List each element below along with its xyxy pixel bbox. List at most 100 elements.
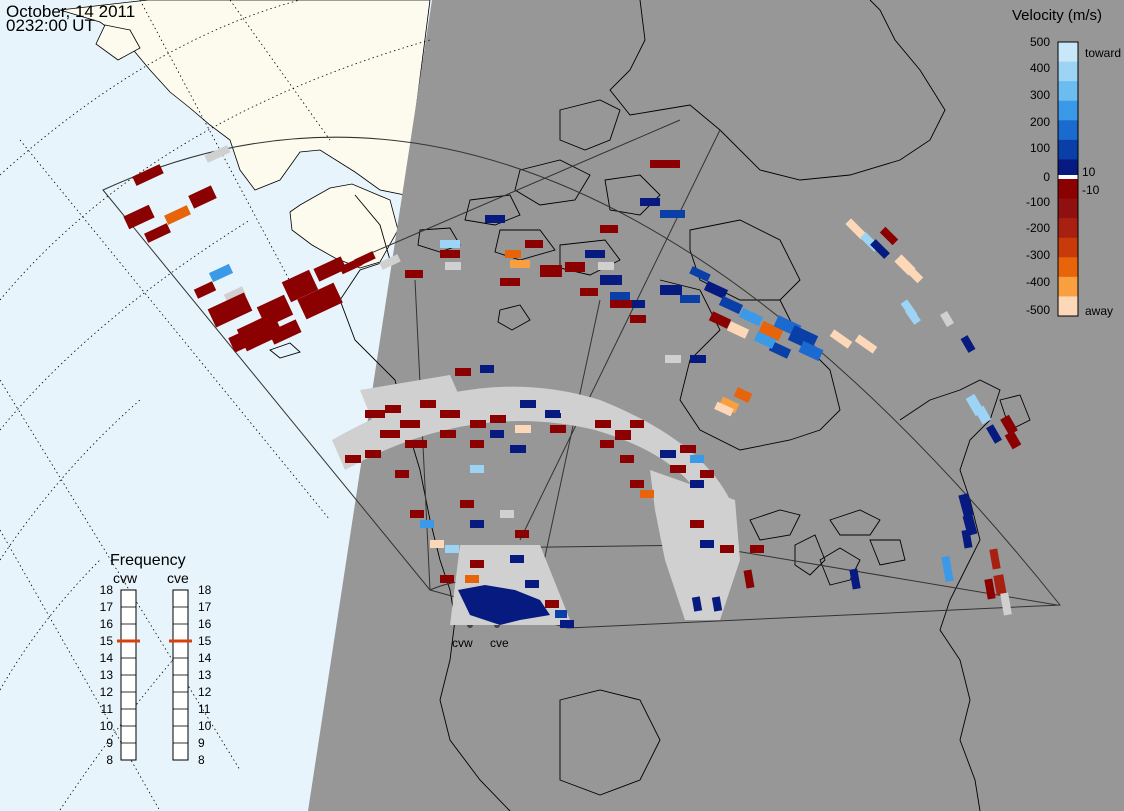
velocity-cell bbox=[598, 262, 614, 270]
ground-scatter-band bbox=[650, 470, 740, 620]
velocity-cell bbox=[410, 510, 424, 518]
legend-swatch bbox=[1058, 159, 1078, 180]
velocity-cell bbox=[690, 355, 706, 363]
velocity-cell bbox=[660, 210, 685, 218]
velocity-cell bbox=[490, 430, 504, 438]
velocity-cell bbox=[680, 445, 696, 453]
frequency-tick-left: 10 bbox=[100, 719, 114, 733]
legend-swatch bbox=[1058, 276, 1078, 297]
velocity-cell bbox=[700, 540, 714, 548]
velocity-cell bbox=[690, 480, 704, 488]
velocity-cell bbox=[595, 420, 611, 428]
velocity-cell bbox=[691, 596, 703, 612]
velocity-cell bbox=[753, 331, 777, 349]
legend-colorbar bbox=[1057, 41, 1079, 317]
velocity-cell bbox=[455, 368, 471, 376]
frequency-columns: 18 18 17 17 16 16 15 15 14 14 13 13 12 12 11 11 10 10 9 9 8 8 bbox=[100, 583, 212, 767]
velocity-cell bbox=[690, 520, 704, 528]
velocity-cell bbox=[365, 410, 385, 418]
velocity-cell bbox=[640, 490, 654, 498]
frequency-panel: Frequency cvw cve 18 18 17 17 16 16 15 15 14 14 13… bbox=[100, 552, 212, 767]
velocity-cell bbox=[879, 226, 899, 246]
velocity-cell bbox=[1000, 592, 1012, 616]
legend-tick-label: 300 bbox=[1030, 88, 1050, 102]
legend-swatch bbox=[1058, 198, 1078, 219]
legend-tick-label: -100 bbox=[1026, 195, 1050, 209]
velocity-cell bbox=[440, 240, 460, 248]
velocity-cell bbox=[733, 387, 753, 403]
velocity-cell bbox=[625, 300, 645, 308]
velocity-cell bbox=[144, 223, 171, 243]
radar-label-cvw: cvw bbox=[452, 636, 473, 650]
velocity-cell bbox=[560, 620, 574, 628]
velocity-cell bbox=[470, 560, 484, 568]
velocity-cell bbox=[798, 340, 824, 362]
velocity-cell bbox=[960, 335, 976, 353]
velocity-cell bbox=[405, 270, 423, 278]
frequency-tick-right: 18 bbox=[198, 583, 212, 597]
legend-swatch bbox=[1058, 257, 1078, 278]
velocity-cell bbox=[615, 430, 631, 440]
legend-zero-band bbox=[1058, 175, 1078, 179]
date-label: October, 14 2011 bbox=[6, 2, 136, 21]
velocity-cell bbox=[849, 568, 861, 590]
frequency-tick-right: 10 bbox=[198, 719, 212, 733]
velocity-cell bbox=[870, 239, 890, 259]
velocity-cell bbox=[540, 265, 562, 277]
velocity-cell bbox=[738, 307, 764, 327]
velocity-cell bbox=[854, 334, 878, 354]
velocity-cell bbox=[1004, 430, 1022, 450]
velocity-cell bbox=[395, 470, 409, 478]
velocity-cell bbox=[660, 450, 676, 458]
legend-tick-label: 400 bbox=[1030, 61, 1050, 75]
velocity-cell bbox=[630, 480, 644, 488]
velocity-cell bbox=[580, 288, 598, 296]
frequency-tick-left: 9 bbox=[106, 736, 113, 750]
velocity-cell bbox=[610, 300, 632, 308]
velocity-cell bbox=[545, 600, 559, 608]
legend-tick-label: 500 bbox=[1030, 35, 1050, 49]
legend-tick-label: -300 bbox=[1026, 248, 1050, 262]
velocity-cell bbox=[708, 311, 732, 329]
velocity-cell bbox=[525, 580, 539, 588]
velocity-cell bbox=[600, 275, 622, 285]
legend-tick-label: -200 bbox=[1026, 221, 1050, 235]
legend-swatch bbox=[1058, 120, 1078, 141]
velocity-cell bbox=[510, 555, 524, 563]
legend-ticks: 500400300200100100-10-100-200-300-400-50… bbox=[1026, 35, 1100, 317]
legend-title: Velocity (m/s) bbox=[1012, 7, 1102, 24]
velocity-cell bbox=[440, 250, 460, 258]
velocity-cell bbox=[470, 420, 486, 428]
legend-tick-label: 0 bbox=[1043, 170, 1050, 184]
frequency-tick-right: 11 bbox=[198, 702, 211, 716]
velocity-cell bbox=[703, 280, 729, 300]
velocity-cell bbox=[420, 520, 434, 528]
velocity-cell bbox=[958, 493, 974, 517]
frequency-tick-right: 17 bbox=[198, 600, 212, 614]
frequency-tick-right: 13 bbox=[198, 668, 212, 682]
velocity-cell bbox=[515, 530, 529, 538]
legend-swatch bbox=[1058, 218, 1078, 239]
velocity-cell bbox=[313, 256, 347, 282]
frequency-tick-left: 18 bbox=[100, 583, 114, 597]
velocity-cell bbox=[750, 545, 764, 553]
velocity-cell bbox=[510, 260, 530, 268]
velocity-cell bbox=[585, 250, 605, 258]
frequency-tick-left: 14 bbox=[100, 651, 114, 665]
velocity-cell bbox=[268, 319, 302, 345]
velocity-cell bbox=[630, 315, 646, 323]
velocity-cell bbox=[460, 500, 474, 508]
velocity-cell bbox=[380, 430, 400, 438]
velocity-cell bbox=[505, 250, 521, 258]
velocity-cell bbox=[193, 281, 217, 299]
velocity-cell bbox=[550, 425, 566, 433]
velocity-cell bbox=[440, 410, 460, 418]
velocity-cell bbox=[690, 455, 704, 463]
velocity-cell bbox=[700, 470, 714, 478]
velocity-cell bbox=[941, 555, 954, 583]
legend-swatch bbox=[1058, 100, 1078, 121]
velocity-cell bbox=[480, 365, 494, 373]
velocity-cell bbox=[460, 395, 476, 403]
legend-swatch bbox=[1058, 61, 1078, 82]
velocity-cell bbox=[256, 294, 294, 328]
